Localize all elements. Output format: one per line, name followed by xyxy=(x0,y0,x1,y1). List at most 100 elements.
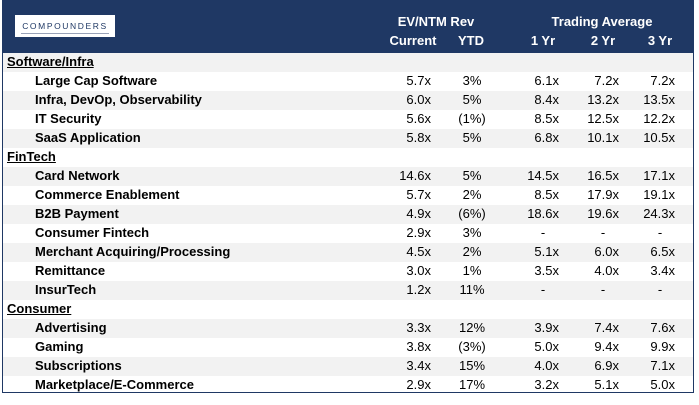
avg-1yr-value: 18.6x xyxy=(527,206,559,221)
section-label: FinTech xyxy=(7,149,56,164)
avg-2yr-value: 6.0x xyxy=(594,244,619,259)
row-label: IT Security xyxy=(35,111,102,126)
table-row: Large Cap Software 5.7x 3% 6.1x 7.2x 7.2x xyxy=(3,72,693,91)
header-1yr: 1 Yr xyxy=(530,33,556,48)
avg-1yr-value: 14.5x xyxy=(527,168,559,183)
section-row: FinTech xyxy=(3,148,693,167)
avg-2yr-value: - xyxy=(600,282,606,297)
table-row: Consumer Fintech 2.9x 3% - - - xyxy=(3,224,693,243)
logo-text: COMPOUNDERS xyxy=(22,21,108,31)
row-label: Remittance xyxy=(35,263,106,278)
table-row: Remittance 3.0x 1% 3.5x 4.0x 3.4x xyxy=(3,262,693,281)
header-ytd: YTD xyxy=(458,33,484,48)
table-header: COMPOUNDERS EV/NTM Rev Trading Average C… xyxy=(3,1,693,53)
current-value: 14.6x xyxy=(399,168,431,183)
current-value: 5.6x xyxy=(406,111,431,126)
ytd-change: 11% xyxy=(459,282,485,297)
header-current: Current xyxy=(389,33,437,48)
avg-3yr-value: 24.3x xyxy=(643,206,675,221)
avg-3yr-value: 6.5x xyxy=(650,244,675,259)
avg-2yr-value: 17.9x xyxy=(587,187,619,202)
avg-3yr-value: 3.4x xyxy=(650,263,675,278)
current-value: 4.5x xyxy=(406,244,431,259)
row-label: Marketplace/E-Commerce xyxy=(35,377,194,392)
current-value: 3.0x xyxy=(406,263,431,278)
avg-3yr-value: 13.5x xyxy=(643,92,675,107)
avg-3yr-value: 7.2x xyxy=(650,73,675,88)
row-label: Large Cap Software xyxy=(35,73,158,88)
ytd-change: (3%) xyxy=(458,339,486,354)
avg-2yr-value: 7.2x xyxy=(594,73,619,88)
current-value: 3.3x xyxy=(406,320,431,335)
current-value: 3.4x xyxy=(406,358,431,373)
avg-1yr-value: 3.5x xyxy=(534,263,559,278)
ytd-change: 3% xyxy=(462,73,482,88)
avg-2yr-value: 5.1x xyxy=(594,377,619,392)
current-value: 2.9x xyxy=(406,377,431,392)
ytd-change: 2% xyxy=(462,187,482,202)
avg-1yr-value: 8.4x xyxy=(534,92,559,107)
row-label: Merchant Acquiring/Processing xyxy=(35,244,231,259)
row-label: B2B Payment xyxy=(35,206,119,221)
current-value: 5.8x xyxy=(406,130,431,145)
avg-3yr-value: 5.0x xyxy=(650,377,675,392)
row-label: Infra, DevOp, Observability xyxy=(35,92,202,107)
ytd-change: 5% xyxy=(462,130,482,145)
avg-3yr-value: 17.1x xyxy=(643,168,675,183)
avg-2yr-value: 9.4x xyxy=(594,339,619,354)
avg-3yr-value: 19.1x xyxy=(643,187,675,202)
avg-2yr-value: 6.9x xyxy=(594,358,619,373)
header-2yr: 2 Yr xyxy=(590,33,616,48)
avg-1yr-value: 4.0x xyxy=(534,358,559,373)
avg-2yr-value: 16.5x xyxy=(587,168,619,183)
section-row: Consumer xyxy=(3,300,693,319)
current-value: 6.0x xyxy=(406,92,431,107)
ytd-change: 2% xyxy=(462,244,482,259)
avg-2yr-value: - xyxy=(600,225,606,240)
ytd-change: (6%) xyxy=(458,206,486,221)
valuation-table: COMPOUNDERS EV/NTM Rev Trading Average C… xyxy=(2,0,694,393)
row-label: Consumer Fintech xyxy=(35,225,150,240)
section-row: Software/Infra xyxy=(3,53,693,72)
avg-3yr-value: 9.9x xyxy=(650,339,675,354)
avg-2yr-value: 12.5x xyxy=(587,111,619,126)
ytd-change: 15% xyxy=(458,358,486,373)
compounders-logo: COMPOUNDERS xyxy=(15,15,115,37)
ytd-change: 17% xyxy=(458,377,486,392)
avg-1yr-value: 5.1x xyxy=(534,244,559,259)
row-label: Commerce Enablement xyxy=(35,187,180,202)
avg-1yr-value: - xyxy=(540,225,546,240)
avg-2yr-value: 4.0x xyxy=(594,263,619,278)
table-row: Infra, DevOp, Observability 6.0x 5% 8.4x 13.… xyxy=(3,91,693,110)
avg-3yr-value: 12.2x xyxy=(643,111,675,126)
avg-1yr-value: 5.0x xyxy=(534,339,559,354)
avg-1yr-value: - xyxy=(540,282,546,297)
avg-2yr-value: 13.2x xyxy=(587,92,619,107)
current-value: 3.8x xyxy=(406,339,431,354)
table-row: Commerce Enablement 5.7x 2% 8.5x 17.9x 19.1x xyxy=(3,186,693,205)
table-row: IT Security 5.6x (1%) 8.5x 12.5x 12.2x xyxy=(3,110,693,129)
table-row: B2B Payment 4.9x (6%) 18.6x 19.6x 24.3x xyxy=(3,205,693,224)
avg-1yr-value: 8.5x xyxy=(534,111,559,126)
ytd-change: 3% xyxy=(462,225,482,240)
avg-3yr-value: 10.5x xyxy=(643,130,675,145)
table-row: Advertising 3.3x 12% 3.9x 7.4x 7.6x xyxy=(3,319,693,338)
row-label: SaaS Application xyxy=(35,130,141,145)
current-value: 5.7x xyxy=(406,73,431,88)
row-label: Gaming xyxy=(35,339,84,354)
table-row: Card Network 14.6x 5% 14.5x 16.5x 17.1x xyxy=(3,167,693,186)
header-3yr: 3 Yr xyxy=(647,33,673,48)
avg-3yr-value: 7.1x xyxy=(650,358,675,373)
avg-1yr-value: 3.2x xyxy=(534,377,559,392)
table-row: SaaS Application 5.8x 5% 6.8x 10.1x 10.5x xyxy=(3,129,693,148)
table-row: InsurTech 1.2x 11% - - - xyxy=(3,281,693,300)
current-value: 1.2x xyxy=(406,282,431,297)
ytd-change: (1%) xyxy=(458,111,486,126)
logo-underline xyxy=(21,33,109,34)
ytd-change: 5% xyxy=(462,92,482,107)
avg-2yr-value: 19.6x xyxy=(587,206,619,221)
row-label: Card Network xyxy=(35,168,120,183)
avg-3yr-value: - xyxy=(657,225,663,240)
ytd-change: 1% xyxy=(462,263,482,278)
table-row: Marketplace/E-Commerce 2.9x 17% 3.2x 5.1x 5.0… xyxy=(3,376,693,395)
